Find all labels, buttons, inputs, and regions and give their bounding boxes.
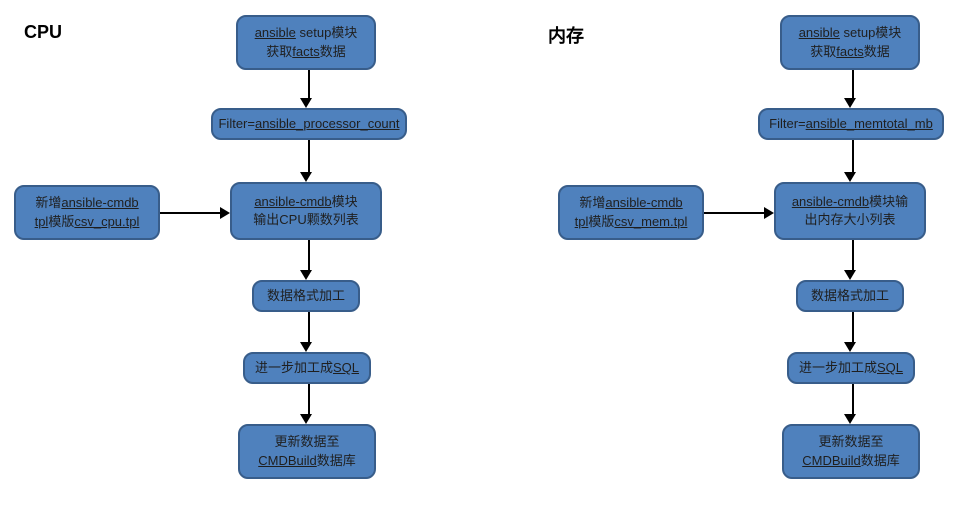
arrow-right bbox=[160, 212, 220, 214]
text: 更新数据至 bbox=[818, 433, 883, 451]
arrow-down bbox=[849, 70, 856, 108]
text: 新增ansible-cmdb bbox=[35, 194, 138, 212]
text: Filter=ansible_memtotal_mb bbox=[769, 115, 933, 133]
right-node-side: 新增ansible-cmdb tpl模版csv_mem.tpl bbox=[558, 185, 704, 240]
text: 新增ansible-cmdb bbox=[579, 194, 682, 212]
text: 输出CPU颗数列表 bbox=[253, 211, 358, 229]
cpu-title: CPU bbox=[24, 22, 62, 43]
text: ansible-cmdb模块 bbox=[254, 193, 357, 211]
text: 获取facts数据 bbox=[266, 43, 346, 61]
text: 进一步加工成SQL bbox=[255, 359, 359, 377]
right-node-update: 更新数据至 CMDBuild数据库 bbox=[782, 424, 920, 479]
text: 更新数据至 bbox=[274, 433, 339, 451]
arrow-down bbox=[305, 140, 312, 182]
right-node-setup: ansible setup模块 获取facts数据 bbox=[780, 15, 920, 70]
arrow-down bbox=[849, 240, 856, 280]
right-node-cmdb: ansible-cmdb模块输 出内存大小列表 bbox=[774, 182, 926, 240]
text: tpl模版csv_mem.tpl bbox=[575, 213, 688, 231]
text: 进一步加工成SQL bbox=[799, 359, 903, 377]
text: CMDBuild数据库 bbox=[802, 452, 900, 470]
right-node-format: 数据格式加工 bbox=[796, 280, 904, 312]
text: ansible setup模块 bbox=[799, 24, 902, 42]
text: Filter=ansible_processor_count bbox=[218, 115, 399, 133]
arrow-down bbox=[849, 384, 856, 424]
mem-title: 内存 bbox=[548, 22, 584, 48]
left-node-side: 新增ansible-cmdb tpl模版csv_cpu.tpl bbox=[14, 185, 160, 240]
text: 获取facts数据 bbox=[810, 43, 890, 61]
left-node-setup: ansible setup模块 获取facts数据 bbox=[236, 15, 376, 70]
right-node-filter: Filter=ansible_memtotal_mb bbox=[758, 108, 944, 140]
arrow-right bbox=[704, 212, 764, 214]
arrow-down bbox=[305, 312, 312, 352]
left-node-format: 数据格式加工 bbox=[252, 280, 360, 312]
left-node-cmdb: ansible-cmdb模块 输出CPU颗数列表 bbox=[230, 182, 382, 240]
arrow-down bbox=[849, 312, 856, 352]
text: ansible setup模块 bbox=[255, 24, 358, 42]
arrow-down bbox=[305, 70, 312, 108]
text: ansible-cmdb模块输 bbox=[792, 193, 908, 211]
arrow-down bbox=[305, 240, 312, 280]
arrow-down bbox=[305, 384, 312, 424]
left-node-sql: 进一步加工成SQL bbox=[243, 352, 371, 384]
text: 数据格式加工 bbox=[267, 287, 345, 305]
text: tpl模版csv_cpu.tpl bbox=[35, 213, 140, 231]
text: 数据格式加工 bbox=[811, 287, 889, 305]
left-node-filter: Filter=ansible_processor_count bbox=[211, 108, 407, 140]
arrow-down bbox=[849, 140, 856, 182]
left-node-update: 更新数据至 CMDBuild数据库 bbox=[238, 424, 376, 479]
text: CMDBuild数据库 bbox=[258, 452, 356, 470]
right-node-sql: 进一步加工成SQL bbox=[787, 352, 915, 384]
text: 出内存大小列表 bbox=[804, 211, 895, 229]
